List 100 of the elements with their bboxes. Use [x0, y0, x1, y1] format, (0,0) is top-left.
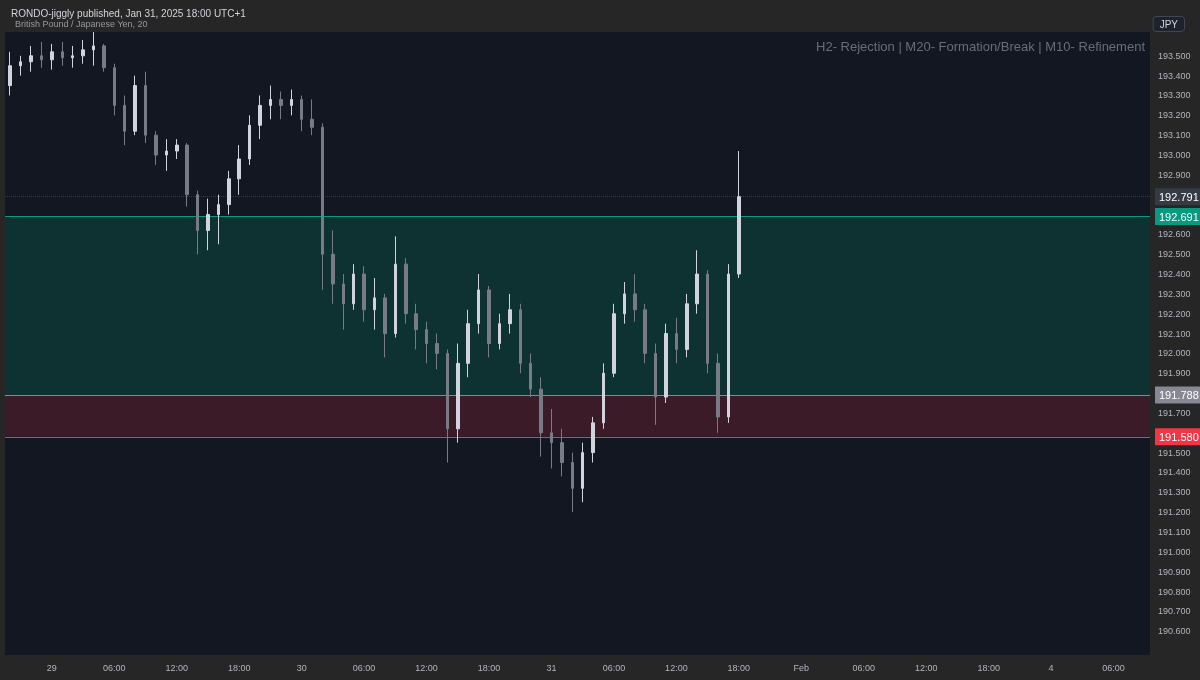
candlestick	[217, 194, 220, 245]
candlestick	[706, 269, 709, 374]
candlestick	[227, 170, 231, 216]
candlestick	[643, 303, 647, 364]
candlestick	[237, 144, 241, 196]
candlestick	[664, 323, 668, 404]
x-tick-label: 30	[296, 662, 307, 673]
y-tick-label: 190.700	[1158, 606, 1191, 617]
x-tick-label: 12:00	[914, 662, 938, 673]
candlestick	[185, 142, 189, 208]
candlestick	[737, 150, 741, 279]
candlestick	[456, 343, 460, 444]
candlestick	[102, 43, 106, 73]
candlestick	[675, 317, 678, 364]
candlestick	[352, 263, 355, 311]
candlestick	[383, 293, 387, 358]
candlestick	[685, 293, 689, 358]
ref-line-label: 192.691	[1159, 210, 1199, 223]
candlestick	[466, 309, 470, 378]
y-tick-label: 191.300	[1158, 487, 1191, 498]
chart-title: RONDO-jiggly published, Jan 31, 2025 18:00 UTC+1	[11, 7, 247, 19]
candlestick	[279, 91, 283, 120]
candlestick	[50, 43, 54, 71]
candlestick	[487, 285, 491, 358]
candlestick	[290, 89, 293, 116]
ref-line-label: 191.580	[1159, 430, 1199, 443]
candlestick	[633, 273, 637, 323]
x-tick-label: 18:00	[477, 662, 501, 673]
candlestick	[269, 85, 272, 120]
candlestick	[123, 94, 126, 146]
candlestick	[331, 229, 335, 305]
y-tick-label: 192.400	[1158, 269, 1191, 280]
x-tick-label: 18:00	[977, 662, 1000, 673]
x-tick-label: 4	[1048, 662, 1054, 673]
y-tick-label: 190.600	[1158, 626, 1191, 637]
x-tick-label: 12:00	[165, 662, 189, 673]
candlestick	[133, 75, 137, 136]
candlestick	[81, 39, 85, 65]
candlestick	[414, 303, 418, 350]
candlestick	[92, 31, 95, 67]
candlestick	[19, 55, 22, 77]
x-tick-label: 06:00	[352, 662, 376, 673]
candlestick	[477, 273, 480, 335]
candlestick	[248, 114, 251, 166]
candlestick	[165, 138, 168, 172]
candlestick	[321, 122, 324, 291]
y-tick-label: 192.200	[1158, 308, 1191, 319]
y-tick-label: 191.900	[1158, 368, 1191, 379]
candlestick	[498, 313, 501, 350]
candlestick	[154, 130, 158, 166]
y-tick-label: 191.700	[1158, 407, 1191, 418]
candlestick	[716, 352, 720, 434]
candlestick	[404, 257, 408, 325]
y-tick-label: 192.100	[1158, 328, 1191, 339]
ref-line-label: 192.791	[1159, 190, 1199, 203]
candlestick	[695, 249, 699, 315]
x-tick-label: 18:00	[227, 662, 251, 673]
y-tick-label: 193.200	[1158, 110, 1191, 121]
candlestick	[40, 41, 43, 69]
y-tick-label: 193.300	[1158, 90, 1191, 101]
annotation: H2- Rejection | M20- Formation/Break | M10- Refinement	[816, 39, 1146, 54]
x-tick-label: 29	[46, 662, 57, 673]
candlestick	[258, 94, 262, 140]
y-tick-label: 190.900	[1158, 566, 1191, 577]
candlestick	[560, 428, 564, 477]
candlestick	[206, 198, 210, 251]
y-tick-label: 192.000	[1158, 348, 1191, 359]
x-tick-label: 06:00	[602, 662, 626, 673]
candlestick	[581, 442, 584, 503]
y-tick-label: 192.900	[1158, 169, 1191, 180]
candlestick	[196, 190, 199, 255]
candlestick	[435, 333, 439, 370]
chart-subtitle: British Pound / Japanese Yen, 20	[15, 18, 148, 29]
x-tick-label: 18:00	[727, 662, 751, 673]
candlestick	[550, 408, 553, 469]
candlestick	[113, 63, 116, 116]
y-tick-label: 191.000	[1158, 546, 1191, 557]
x-tick-label: 12:00	[415, 662, 438, 673]
y-tick-label: 193.000	[1158, 150, 1191, 161]
y-tick-label: 191.200	[1158, 507, 1191, 518]
x-tick-label: 06:00	[1102, 662, 1125, 673]
x-tick-label: Feb	[793, 662, 810, 673]
y-tick-label: 191.400	[1158, 467, 1191, 478]
candlestick	[300, 94, 303, 132]
candlestick	[342, 273, 345, 331]
candlestick	[144, 71, 147, 144]
y-axis-title: JPY	[1159, 18, 1179, 30]
candlestick	[529, 352, 532, 398]
candlestick	[394, 235, 397, 339]
candlestick	[425, 321, 428, 364]
x-tick-label: 06:00	[852, 662, 876, 673]
candlestick	[508, 293, 512, 335]
candlestick	[623, 281, 626, 325]
y-tick-label: 193.100	[1158, 130, 1191, 141]
candlestick	[727, 263, 730, 424]
candlestick	[612, 303, 616, 378]
y-tick-label: 191.100	[1158, 526, 1191, 537]
x-tick-label: 06:00	[103, 662, 126, 673]
candlestick	[591, 416, 595, 464]
candlestick	[571, 452, 574, 513]
